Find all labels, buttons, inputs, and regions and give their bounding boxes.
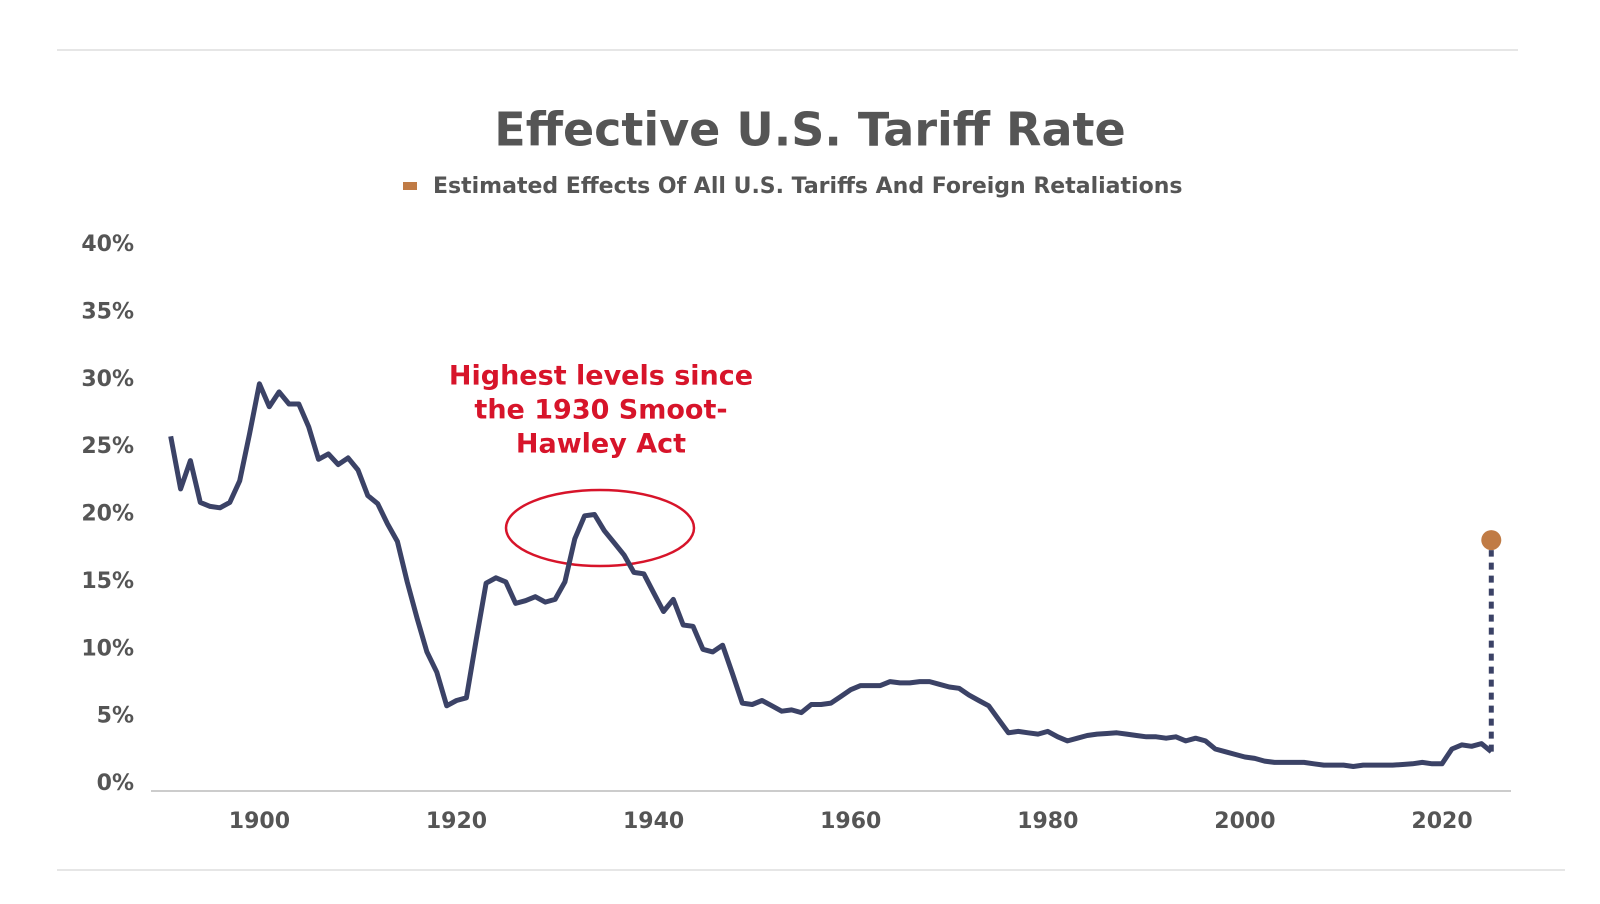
y-tick-label: 0% (97, 771, 134, 796)
y-tick-label: 10% (81, 636, 134, 661)
highlight-ellipse (504, 488, 696, 568)
x-tick-label: 1960 (820, 809, 881, 834)
data-line (168, 381, 1493, 769)
y-tick-label: 30% (81, 367, 134, 392)
estimate-point (1481, 530, 1502, 551)
y-tick-label: 20% (81, 502, 134, 527)
y-tick-label: 35% (81, 299, 134, 324)
x-tick-label: 1900 (229, 809, 290, 834)
x-tick-label: 1920 (426, 809, 487, 834)
x-tick-label: 1980 (1017, 809, 1078, 834)
y-tick-label: 5% (97, 704, 134, 729)
legend-swatch (403, 182, 417, 190)
annotation-text: Highest levels since (449, 361, 753, 392)
annotation-text: Hawley Act (516, 429, 686, 460)
y-tick-label: 40% (81, 232, 134, 257)
annotation-text: the 1930 Smoot- (474, 395, 727, 426)
y-tick-label: 15% (81, 569, 134, 594)
x-tick-label: 2000 (1214, 809, 1275, 834)
legend-label: Estimated Effects Of All U.S. Tariffs An… (433, 174, 1182, 199)
chart-title: Effective U.S. Tariff Rate (494, 103, 1125, 157)
x-tick-label: 2020 (1411, 809, 1472, 834)
x-tick-label: 1940 (623, 809, 684, 834)
y-tick-label: 25% (81, 434, 134, 459)
